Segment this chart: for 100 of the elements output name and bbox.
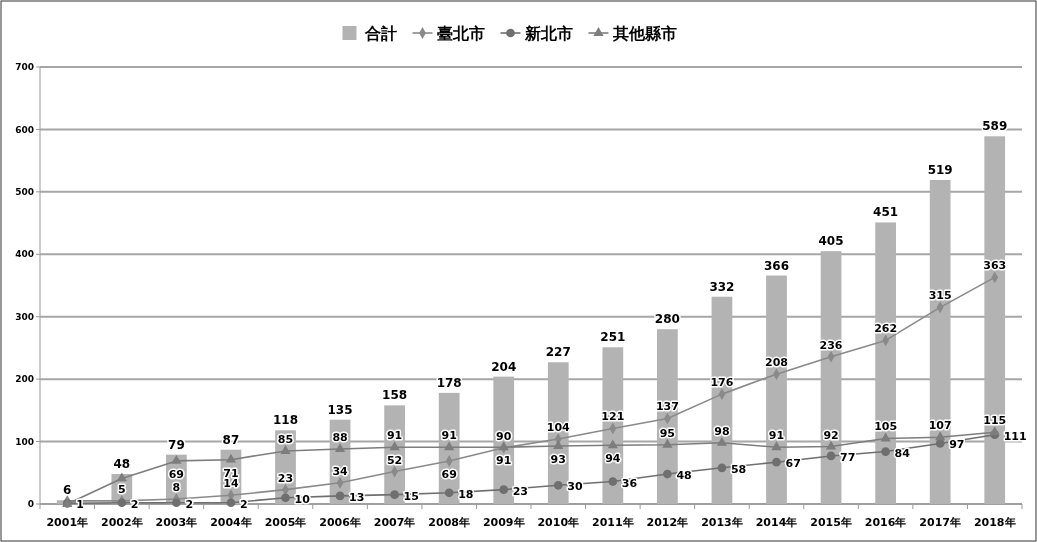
data-label: 71	[223, 466, 239, 480]
data-label: 90	[496, 429, 512, 443]
data-label: 84	[894, 446, 911, 460]
data-label: 88	[332, 431, 348, 445]
data-label: 115	[983, 414, 1007, 428]
point	[389, 441, 400, 451]
data-label: 204	[491, 359, 517, 374]
x-tick-label: 2010年	[537, 516, 580, 529]
data-label: 98	[714, 424, 730, 438]
data-label: 104	[546, 421, 571, 435]
data-label: 10	[294, 492, 311, 506]
point	[116, 472, 127, 482]
data-label: 280	[654, 312, 680, 327]
x-tick-label: 2014年	[755, 516, 798, 529]
point	[935, 431, 946, 441]
data-label: 176	[710, 376, 734, 390]
x-tick-label: 2004年	[210, 516, 252, 529]
data-label: 77	[840, 450, 856, 464]
data-label: 18	[458, 487, 474, 501]
point	[825, 440, 837, 450]
data-label: 178	[436, 375, 462, 390]
data-label: 262	[874, 322, 898, 336]
data-label: 363	[983, 259, 1007, 273]
data-label: 91	[768, 429, 785, 443]
x-tick-label: 2002年	[101, 516, 143, 529]
y-tick-label: 100	[15, 436, 34, 447]
point	[172, 498, 181, 508]
x-tick-label: 2017年	[919, 516, 961, 529]
data-label: 95	[659, 426, 676, 440]
point	[499, 485, 509, 494]
data-label: 105	[874, 420, 898, 434]
point	[663, 469, 672, 479]
data-label: 79	[168, 437, 185, 452]
data-label: 121	[601, 410, 625, 424]
data-label: 135	[327, 402, 353, 417]
point	[553, 480, 563, 490]
x-tick-label: 2015年	[810, 516, 852, 529]
data-label: 36	[621, 476, 638, 490]
point	[334, 443, 346, 453]
data-label: 158	[382, 388, 408, 403]
point	[225, 453, 237, 463]
data-label: 5	[118, 482, 126, 496]
legend-label: 新北市	[523, 23, 573, 43]
x-tick-label: 2005年	[264, 516, 307, 529]
data-label: 451	[873, 205, 899, 220]
data-label: 48	[676, 469, 692, 483]
data-label: 6	[63, 483, 72, 498]
point	[553, 440, 564, 449]
data-label: 208	[765, 356, 788, 370]
data-label: 48	[113, 457, 131, 472]
bar	[875, 222, 896, 504]
point	[880, 432, 891, 442]
data-label: 137	[655, 400, 679, 414]
data-label: 69	[441, 467, 457, 481]
x-tick-label: 2016年	[864, 516, 907, 529]
data-label: 52	[386, 453, 403, 467]
point	[281, 493, 290, 503]
data-label: 366	[763, 258, 790, 273]
x-tick-label: 2006年	[319, 516, 361, 529]
x-tick-label: 2001年	[46, 516, 89, 529]
point	[607, 439, 618, 449]
data-label: 332	[709, 279, 735, 294]
x-tick-label: 2013年	[701, 516, 743, 529]
data-label: 14	[223, 477, 239, 491]
data-label: 67	[785, 457, 801, 471]
y-tick-label: 700	[15, 62, 34, 73]
point	[989, 426, 1000, 436]
y-tick-label: 0	[27, 499, 34, 510]
data-label: 23	[512, 484, 529, 498]
data-label: 589	[982, 119, 1008, 134]
data-label: 91	[496, 454, 512, 468]
point	[335, 491, 345, 501]
data-label: 85	[277, 432, 294, 446]
y-tick-label: 600	[15, 124, 34, 135]
x-tick-label: 2008年	[428, 516, 470, 529]
legend-label: 臺北市	[436, 23, 485, 43]
bar	[929, 180, 951, 504]
point	[444, 441, 455, 451]
point	[226, 498, 236, 508]
point	[280, 445, 291, 454]
y-tick-label: 200	[15, 374, 34, 385]
data-label: 34	[332, 464, 349, 478]
legend-label: 其他縣市	[611, 23, 677, 43]
bar	[984, 136, 1006, 504]
data-label: 30	[567, 480, 583, 494]
point	[881, 447, 890, 456]
point	[662, 438, 673, 448]
point	[717, 463, 727, 473]
data-label: 2	[130, 497, 139, 511]
data-label: 69	[168, 467, 185, 481]
point	[935, 439, 945, 448]
data-label: 405	[818, 234, 844, 249]
x-tick-label: 2011年	[592, 516, 634, 529]
point	[772, 457, 781, 467]
data-label: 315	[928, 289, 952, 303]
x-tick-label: 2009年	[482, 516, 525, 529]
y-tick-label: 500	[15, 187, 34, 198]
data-label: 8	[172, 481, 181, 495]
point	[716, 436, 728, 446]
data-label: 118	[272, 413, 299, 428]
